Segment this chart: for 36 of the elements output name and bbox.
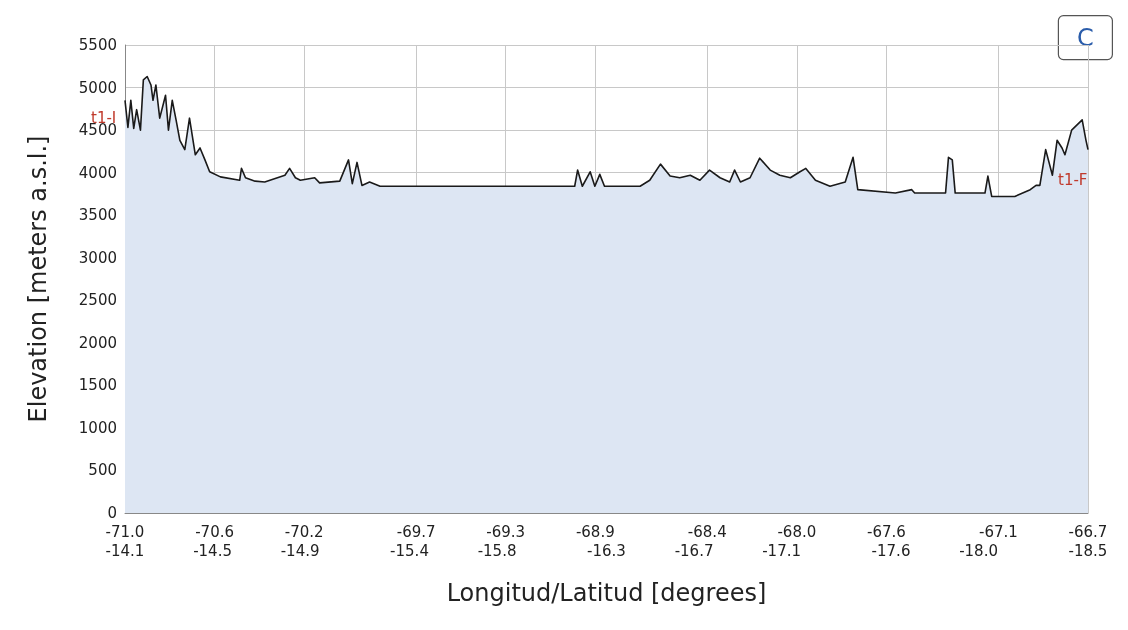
y-tick-label: 3500 bbox=[78, 206, 117, 225]
x2-tick-label: -17.6 bbox=[871, 541, 911, 560]
y-tick-label: 1000 bbox=[78, 418, 117, 437]
annotation: t1-F bbox=[1058, 171, 1088, 190]
y-tick-label: 1500 bbox=[78, 376, 117, 395]
x-tick-label: -69.3 bbox=[486, 523, 526, 541]
x2-tick-label: -16.7 bbox=[674, 541, 714, 560]
x-tick-label: -70.2 bbox=[284, 523, 324, 541]
x-tick-label: -70.6 bbox=[195, 523, 234, 541]
x2-tick-label: -18.5 bbox=[1068, 541, 1108, 560]
y-tick-label: 5500 bbox=[78, 36, 117, 54]
y-axis-title: Elevation [meters a.s.l.] bbox=[24, 135, 52, 423]
x2-tick-label: -15.8 bbox=[477, 541, 517, 560]
x-tick-label: -68.4 bbox=[687, 523, 727, 541]
x-tick-label: -66.7 bbox=[1068, 523, 1108, 541]
y-tick-label: 500 bbox=[88, 461, 117, 480]
x2-tick-label: -15.4 bbox=[390, 541, 429, 560]
x-axis-title: Longitud/Latitud [degrees] bbox=[446, 579, 767, 607]
x2-tick-label: -17.1 bbox=[762, 541, 801, 560]
x2-tick-label: -14.1 bbox=[105, 541, 145, 560]
x-tick-label: -69.7 bbox=[396, 523, 436, 541]
x-tick-label: -68.0 bbox=[777, 523, 817, 541]
y-tick-label: 2000 bbox=[78, 333, 117, 352]
y-tick-label: 0 bbox=[107, 504, 117, 522]
x2-tick-label: -16.3 bbox=[587, 541, 626, 560]
y-tick-label: 3000 bbox=[78, 248, 117, 267]
x-tick-label: -67.1 bbox=[979, 523, 1018, 541]
x2-tick-label: -14.9 bbox=[280, 541, 320, 560]
y-tick-label: 5000 bbox=[78, 78, 117, 97]
x-tick-label: -71.0 bbox=[105, 523, 145, 541]
y-tick-label: 4000 bbox=[78, 163, 117, 182]
y-tick-label: 2500 bbox=[78, 291, 117, 310]
x2-tick-label: -18.0 bbox=[959, 541, 998, 560]
x-tick-label: -68.9 bbox=[575, 523, 615, 541]
x-tick-label: -67.6 bbox=[867, 523, 906, 541]
x2-tick-label: -14.5 bbox=[193, 541, 232, 560]
